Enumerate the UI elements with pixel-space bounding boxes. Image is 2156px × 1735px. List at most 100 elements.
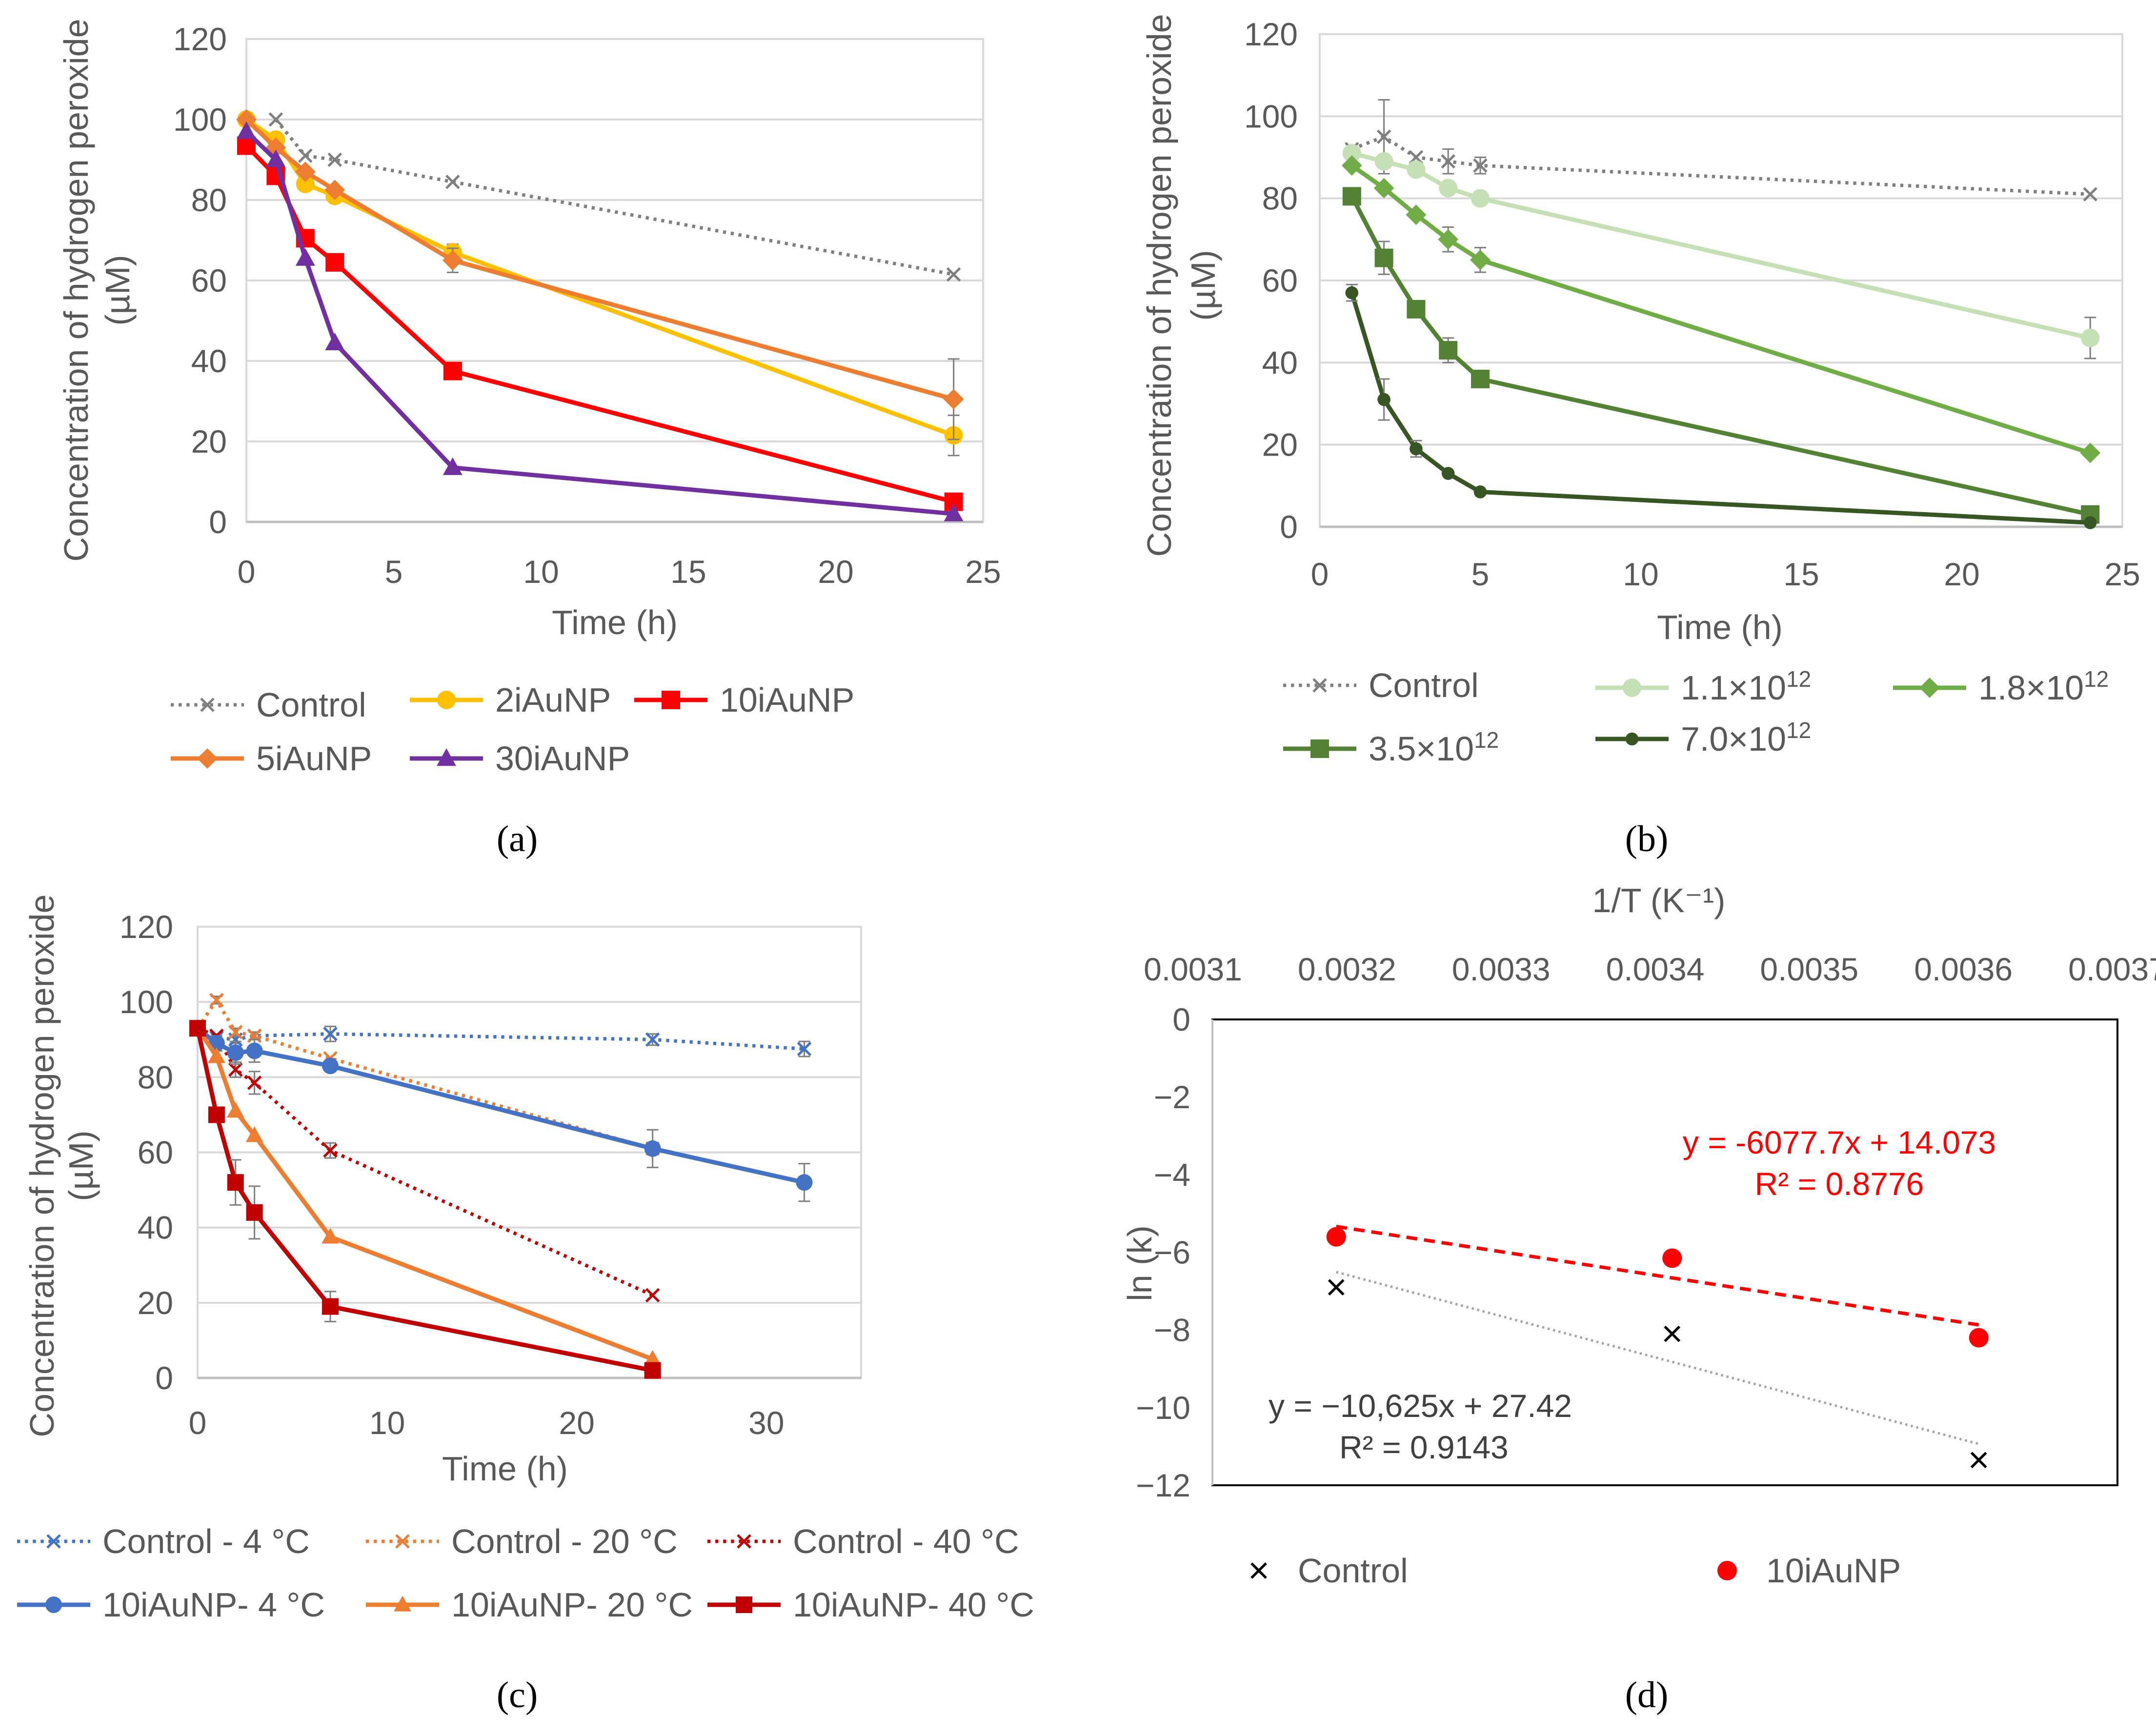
y-tick-label: 80: [1262, 180, 1298, 217]
y-tick-label: −8: [1154, 1312, 1190, 1348]
trendline: [1336, 1224, 1979, 1327]
data-point: [325, 253, 344, 272]
series-4: 10iAuNP- 20 °C: [189, 1019, 693, 1624]
y-tick-label: 40: [191, 343, 227, 379]
legend-label: 10iAuNP: [1766, 1552, 1901, 1590]
data-point: [228, 1062, 243, 1077]
data-point: [323, 1143, 338, 1158]
x-tick-label: 30: [748, 1405, 784, 1441]
data-point: [1342, 187, 1361, 206]
legend-label: Control: [1298, 1552, 1408, 1590]
x-axis-label: Time (h): [552, 603, 678, 641]
series-1: 10iAuNP: [1326, 1224, 1989, 1590]
x-axis-label: 1/T (K⁻¹): [1592, 881, 1726, 919]
data-point: [1439, 341, 1458, 360]
data-point: [1374, 152, 1393, 171]
legend-label: Control - 20 °C: [451, 1522, 678, 1560]
data-point: [322, 1057, 339, 1075]
data-point: [1407, 299, 1426, 319]
x-tick-label: 5: [385, 554, 403, 590]
legend-label: 2iAuNP: [495, 681, 611, 719]
data-point: [445, 175, 460, 189]
data-point: [1406, 204, 1427, 225]
series-1: Control - 20 °C: [190, 993, 678, 1560]
legend-marker: [1623, 678, 1641, 697]
series-1: 1.1×1012: [1342, 144, 2100, 707]
chart-panel-d: 0.0031 0.0032 0.0033 0.0034 0.0035 0.0036 0.00…: [1121, 881, 2156, 1715]
y-axis-label-line: Concentration of hydrogen peroxide: [1140, 14, 1178, 557]
data-point: [1341, 155, 1362, 176]
legend-label: Control: [1369, 666, 1479, 704]
legend-label: 30iAuNP: [495, 739, 630, 778]
y-tick-label: 60: [1262, 262, 1298, 299]
data-point: [645, 1032, 660, 1047]
y-axis-label-line: (µM): [62, 1130, 100, 1201]
data-point: [189, 1020, 206, 1037]
data-point: [208, 1106, 225, 1123]
x-tick-label: 0.0036: [1914, 951, 2013, 987]
series-2: 10iAuNP: [237, 136, 963, 719]
legend-label: 10iAuNP- 40 °C: [793, 1586, 1034, 1624]
y-tick-label: 40: [1262, 344, 1298, 380]
series-line: [274, 118, 954, 277]
data-point: [645, 1288, 660, 1303]
x-tick-label: 20: [1944, 556, 1979, 592]
black-trend-equation: y = −10,625x + 27.42: [1269, 1388, 1572, 1424]
series-0: Control - 4 °C: [17, 1021, 812, 1560]
series-line: [195, 1028, 653, 1373]
y-axis-label-line: (µM): [1184, 250, 1222, 320]
data-point: [1376, 129, 1391, 144]
legend-marker: [1310, 739, 1329, 758]
x-tick-label: 0.0035: [1760, 951, 1858, 987]
data-point: [943, 389, 964, 410]
y-tick-label: 0: [209, 504, 227, 540]
legend-label: 10iAuNP: [720, 681, 854, 719]
y-tick-label: 40: [138, 1210, 173, 1246]
series-line: [1351, 135, 2091, 196]
series-0: Control: [1250, 1271, 1987, 1590]
legend-label: 3.5×1012: [1369, 727, 1499, 768]
data-point: [1441, 154, 1455, 169]
series-line: [196, 998, 653, 1151]
data-point: [1441, 467, 1455, 480]
data-point: [1471, 370, 1490, 388]
x-tick-label: 0: [238, 554, 256, 590]
y-tick-label: 120: [1244, 16, 1298, 52]
y-tick-label: 100: [1244, 98, 1298, 134]
legend-marker: [46, 1534, 61, 1549]
legend-label: 1.1×1012: [1681, 666, 1811, 707]
x-tick-label: 20: [559, 1405, 594, 1441]
series-5: 10iAuNP- 40 °C: [189, 1020, 1034, 1624]
x-tick-label: 15: [1783, 556, 1819, 592]
legend-label: 7.0×1012: [1681, 718, 1811, 758]
series-line: [1350, 195, 2091, 517]
legend-marker: [45, 1596, 62, 1613]
legend-marker: [1312, 678, 1327, 693]
y-tick-label: 100: [173, 101, 227, 138]
data-point: [226, 1102, 244, 1118]
x-tick-label: 10: [523, 554, 559, 590]
data-point: [1373, 178, 1394, 199]
series-line: [196, 1027, 654, 1361]
x-tick-label: 0.0034: [1606, 951, 1705, 987]
series-line: [197, 1026, 654, 1297]
data-point: [1410, 442, 1423, 456]
y-axis-label: ln (k): [1121, 1225, 1159, 1301]
data-point: [245, 1126, 263, 1142]
y-tick-label: 20: [138, 1285, 173, 1321]
data-point: [1470, 250, 1491, 270]
data-point: [327, 152, 342, 167]
x-tick-label: 20: [818, 554, 853, 590]
legend-marker: [1919, 678, 1940, 698]
trendline: [1336, 1271, 1979, 1445]
x-tick-label: 5: [1471, 556, 1490, 592]
x-tick-label: 0.0033: [1452, 951, 1551, 987]
y-axis-label-line: (µM): [99, 255, 137, 325]
y-tick-label: −2: [1154, 1079, 1190, 1115]
panel-label: (d): [1625, 1675, 1669, 1715]
data-point: [208, 1047, 225, 1063]
legend-label: 10iAuNP- 20 °C: [451, 1586, 693, 1624]
data-point: [1439, 179, 1458, 198]
data-point: [1342, 144, 1361, 163]
panel-label: (a): [497, 818, 538, 859]
